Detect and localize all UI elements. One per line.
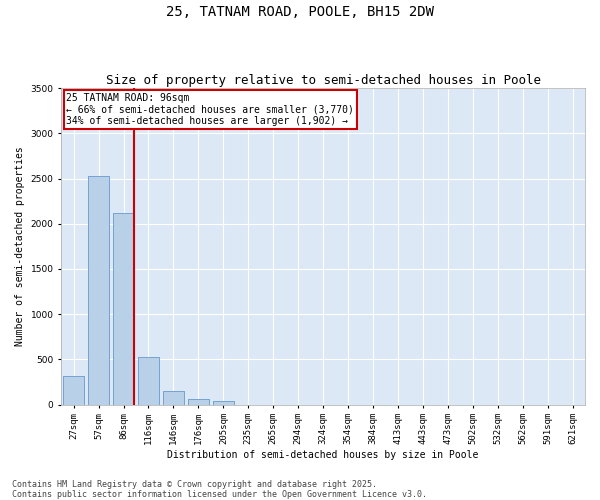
X-axis label: Distribution of semi-detached houses by size in Poole: Distribution of semi-detached houses by … — [167, 450, 479, 460]
Bar — [88, 176, 109, 404]
Text: Contains HM Land Registry data © Crown copyright and database right 2025.
Contai: Contains HM Land Registry data © Crown c… — [12, 480, 427, 499]
Text: 25, TATNAM ROAD, POOLE, BH15 2DW: 25, TATNAM ROAD, POOLE, BH15 2DW — [166, 5, 434, 19]
Text: 25 TATNAM ROAD: 96sqm
← 66% of semi-detached houses are smaller (3,770)
34% of s: 25 TATNAM ROAD: 96sqm ← 66% of semi-deta… — [67, 93, 355, 126]
Bar — [63, 376, 84, 404]
Bar — [138, 356, 159, 405]
Y-axis label: Number of semi-detached properties: Number of semi-detached properties — [15, 146, 25, 346]
Bar — [188, 398, 209, 404]
Bar — [163, 390, 184, 404]
Bar — [113, 213, 134, 404]
Title: Size of property relative to semi-detached houses in Poole: Size of property relative to semi-detach… — [106, 74, 541, 87]
Bar — [213, 401, 234, 404]
